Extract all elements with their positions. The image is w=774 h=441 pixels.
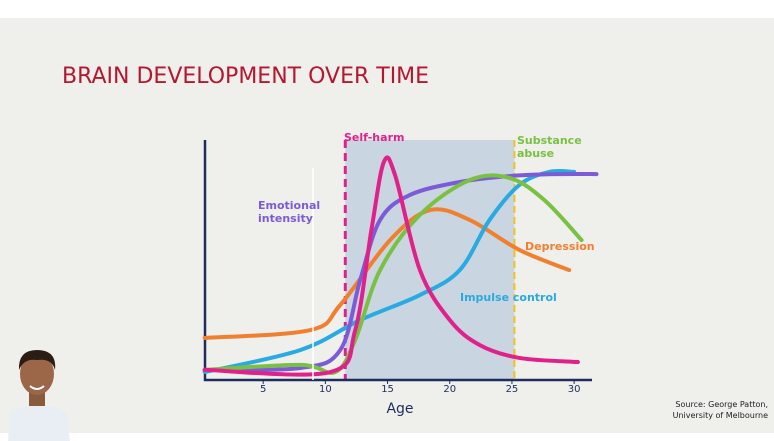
character: [8, 350, 70, 441]
series-label: Substance abuse: [517, 134, 582, 160]
x-tick-label: 15: [381, 384, 394, 395]
x-tick-label: 5: [260, 384, 266, 395]
x-tick-label: 10: [319, 384, 332, 395]
x-axis-label: Age: [386, 401, 413, 417]
series-line: [202, 171, 599, 373]
series-line: [202, 173, 584, 375]
plot-area: 5 10 15 20 25 30 Age: [202, 140, 599, 417]
source-line: Source: George Patton,: [675, 400, 768, 409]
source: Source: George Patton, University of Mel…: [673, 400, 768, 420]
series-label: Depression: [525, 240, 595, 253]
series-label: Self-harm: [344, 131, 405, 144]
series-line: [202, 155, 580, 377]
series-label: Impulse control: [460, 291, 557, 304]
source-line: University of Melbourne: [673, 411, 768, 420]
x-tick-label: 30: [568, 384, 581, 395]
chart-title: BRAIN DEVELOPMENT OVER TIME: [62, 64, 429, 89]
x-tick-label: 25: [506, 384, 519, 395]
series-line: [202, 207, 572, 340]
x-tick-label: 20: [443, 384, 456, 395]
series-label: Emotional intensity: [258, 199, 321, 225]
